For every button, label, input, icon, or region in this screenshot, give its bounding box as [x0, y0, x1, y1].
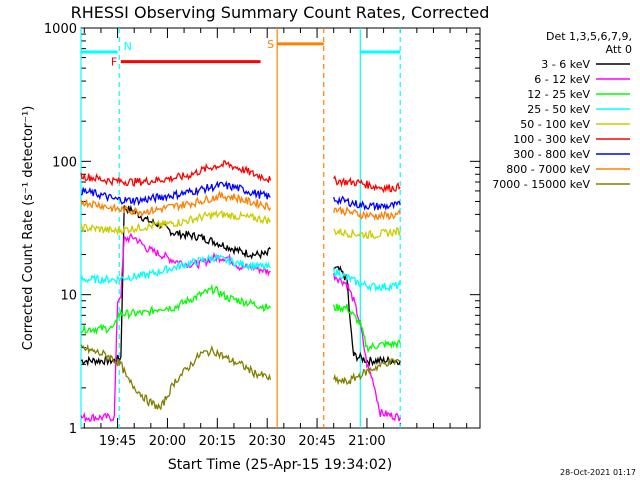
series-line	[333, 205, 401, 221]
series-line	[333, 303, 401, 354]
series-line	[80, 209, 271, 236]
series-line	[80, 190, 272, 217]
x-tick-label: 21:00	[348, 434, 385, 449]
legend-header: Det 1,3,5,6,7,9,	[546, 30, 632, 43]
x-tick-label: 19:45	[99, 434, 136, 449]
y-tick-label: 1000	[44, 22, 77, 37]
plot-frame	[80, 27, 481, 429]
series-line	[80, 232, 271, 423]
series-line	[333, 358, 401, 386]
legend-header: Att 0	[606, 43, 632, 56]
legend-label: 300 - 800 keV	[513, 148, 590, 161]
footer-timestamp: 28-Oct-2021 01:17	[560, 468, 636, 477]
x-tick-label: 20:15	[199, 434, 236, 449]
chart-title: RHESSI Observing Summary Count Rates, Co…	[71, 3, 490, 22]
series-line	[333, 195, 401, 212]
series-line	[80, 204, 271, 367]
legend-label: 800 - 7000 keV	[506, 163, 590, 176]
legend-label: 3 - 6 keV	[541, 58, 590, 71]
flag-label: F	[111, 56, 117, 69]
y-tick-label: 10	[60, 289, 77, 304]
y-axis-label: Corrected Count Rate (s⁻¹ detector⁻¹)	[21, 106, 36, 351]
y-tick-label: 1	[69, 422, 77, 437]
legend-label: 50 - 100 keV	[520, 118, 590, 131]
legend-label: 6 - 12 keV	[534, 73, 590, 86]
series-line	[80, 252, 271, 285]
legend-label: 12 - 25 keV	[527, 88, 590, 101]
series-line	[333, 226, 401, 240]
legend-label: 100 - 300 keV	[513, 133, 590, 146]
y-tick-label: 100	[52, 155, 77, 170]
series-line	[333, 272, 401, 422]
series-line	[80, 283, 271, 336]
flag-label: S	[267, 38, 274, 51]
series-line	[80, 159, 272, 187]
plot-area: 1 10 100 1000 19:45 20:00 20:15 20:30 20:45 21:00…	[44, 22, 481, 449]
x-tick-label: 20:45	[298, 434, 335, 449]
series-line	[80, 343, 272, 411]
x-tick-label: 20:00	[149, 434, 186, 449]
legend: Det 1,3,5,6,7,9,Att 0 3 - 6 keV 6 - 12 keV…	[492, 30, 632, 191]
x-tick-label: 20:30	[248, 434, 285, 449]
series-line	[333, 174, 401, 194]
legend-label: 7000 - 15000 keV	[492, 178, 590, 191]
series-line	[333, 268, 401, 293]
x-axis-label: Start Time (25-Apr-15 19:34:02)	[168, 457, 392, 473]
flag-label: N	[124, 40, 132, 53]
series-line	[80, 180, 271, 207]
legend-label: 25 - 50 keV	[527, 103, 590, 116]
